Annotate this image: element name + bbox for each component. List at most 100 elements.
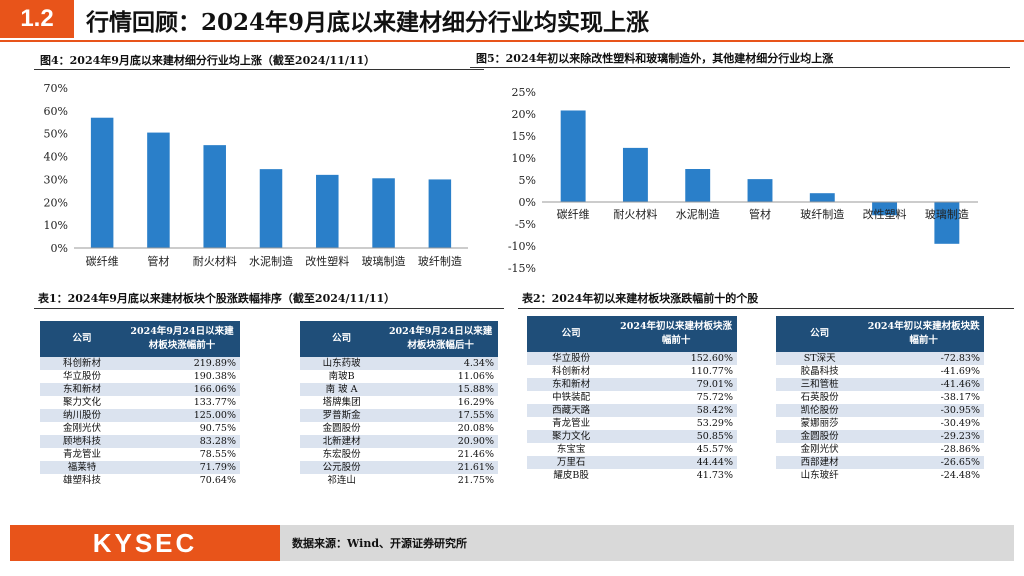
table-row: 南玻B 11.06% [300,370,498,383]
cell-change: 4.34% [383,357,498,370]
cell-change: -30.49% [863,417,984,430]
cell-company: 南 玻 A [300,383,384,396]
bar-玻璃制造 [934,202,960,244]
table-row: 南 玻 A 15.88% [300,383,498,396]
cell-change: 190.38% [124,370,240,383]
bar-改性塑料 [872,202,898,216]
y-tick-label: -15% [508,262,536,275]
table-row: 东宝宝 45.57% [527,443,737,456]
cell-company: 石英股份 [776,391,864,404]
table1-title: 表1：2024年9月底以来建材板块个股涨跌幅排序（截至2024/11/11） [38,292,396,305]
fig5-rule [470,67,1010,68]
cell-company: 雄塑科技 [40,474,124,487]
cell-company: 东和新材 [527,378,616,391]
cell-company: 东和新材 [40,383,124,396]
bar-耐火材料 [203,145,226,248]
y-tick-label: 40% [44,151,68,164]
cell-change: 83.28% [124,435,240,448]
bar-玻纤制造 [809,193,835,202]
table-row: 山东玻纤 -24.48% [776,469,984,482]
cell-company: 聚力文化 [527,430,616,443]
table-row: 凯伦股份 -30.95% [776,404,984,417]
cell-change: 20.90% [383,435,498,448]
cell-company: 塔牌集团 [300,396,384,409]
cell-company: 顾地科技 [40,435,124,448]
table-row: 青龙管业 53.29% [527,417,737,430]
bar-水泥制造 [259,169,283,248]
fig4-title: 图4：2024年9月底以来建材细分行业均上涨（截至2024/11/11） [40,54,376,67]
table-row: ST深天 -72.83% [776,352,984,365]
cell-company: 东宝宝 [527,443,616,456]
table2-rule [518,308,1014,309]
cell-change: 90.75% [124,422,240,435]
table-row: 耀皮B股 41.73% [527,469,737,482]
table-row: 东宏股份 21.46% [300,448,498,461]
table-row: 金圆股份 20.08% [300,422,498,435]
table-header-row: 公司 2024年9月24日以来建材板块涨幅后十 [300,321,498,357]
cell-company: 万里石 [527,456,616,469]
cell-company: 南玻B [300,370,384,383]
x-tick-label: 玻纤制造 [418,254,462,268]
table1-rule [34,308,504,309]
cell-change: 16.29% [383,396,498,409]
table-row: 胶晶科技 -41.69% [776,365,984,378]
section-number: 1.2 [0,0,74,38]
cell-company: 中铁装配 [527,391,616,404]
cell-company: 三和管桩 [776,378,864,391]
y-tick-label: -10% [508,240,536,253]
x-tick-label: 改性塑料 [863,207,907,221]
cell-company: 山东玻纤 [776,469,864,482]
table-header-row: 公司 2024年9月24日以来建材板块涨幅前十 [40,321,240,357]
table-row: 金圆股份 -29.23% [776,430,984,443]
cell-company: 科创新材 [40,357,124,370]
y-tick-label: 30% [44,173,68,186]
table-row: 中铁装配 75.72% [527,391,737,404]
y-tick-label: 0% [51,242,68,255]
y-tick-label: 5% [519,174,536,187]
cell-change: -41.46% [863,378,984,391]
x-tick-label: 管材 [749,207,771,221]
cell-change: -72.83% [863,352,984,365]
table-row: 北新建材 20.90% [300,435,498,448]
x-tick-label: 水泥制造 [676,207,720,221]
bar-管材 [147,132,170,248]
table-row: 华立股份 190.38% [40,370,240,383]
table-row: 公元股份 21.61% [300,461,498,474]
cell-change: -26.65% [863,456,984,469]
table-row: 金刚光伏 -28.86% [776,443,984,456]
col-header-change: 2024年9月24日以来建材板块涨幅前十 [124,321,240,357]
cell-company: 青龙管业 [40,448,124,461]
x-tick-label: 碳纤维 [86,254,119,268]
x-tick-label: 管材 [147,254,169,268]
cell-change: 50.85% [615,430,737,443]
cell-change: 53.29% [615,417,737,430]
y-tick-label: 20% [44,196,68,209]
fig4-rule [34,69,484,70]
table2-title: 表2：2024年初以来建材板块涨跌幅前十的个股 [522,292,759,305]
y-tick-label: 60% [44,105,68,118]
cell-change: 78.55% [124,448,240,461]
x-tick-label: 水泥制造 [249,254,293,268]
table-row: 西部建材 -26.65% [776,456,984,469]
col-header-change: 2024年初以来建材板块涨幅前十 [615,316,737,352]
table-row: 纳川股份 125.00% [40,409,240,422]
y-tick-label: 0% [519,196,536,209]
table-row: 顾地科技 83.28% [40,435,240,448]
cell-company: 福莱特 [40,461,124,474]
cell-change: 219.89% [124,357,240,370]
cell-company: 北新建材 [300,435,384,448]
cell-change: -24.48% [863,469,984,482]
y-tick-label: 10% [44,219,68,232]
cell-change: -28.86% [863,443,984,456]
cell-company: 东宏股份 [300,448,384,461]
page-title: 行情回顾：2024年9月底以来建材细分行业均实现上涨 [86,9,650,36]
bar-改性塑料 [316,174,339,248]
cell-change: 79.01% [615,378,737,391]
table2-left: 公司 2024年初以来建材板块涨幅前十 华立股份 152.60% 科创新材 110.77%… [527,316,737,482]
x-tick-label: 玻璃制造 [925,207,969,221]
table-row: 罗普斯金 17.55% [300,409,498,422]
title-divider [0,40,1024,42]
x-tick-label: 玻纤制造 [800,207,844,221]
table-row: 聚力文化 133.77% [40,396,240,409]
cell-change: 11.06% [383,370,498,383]
